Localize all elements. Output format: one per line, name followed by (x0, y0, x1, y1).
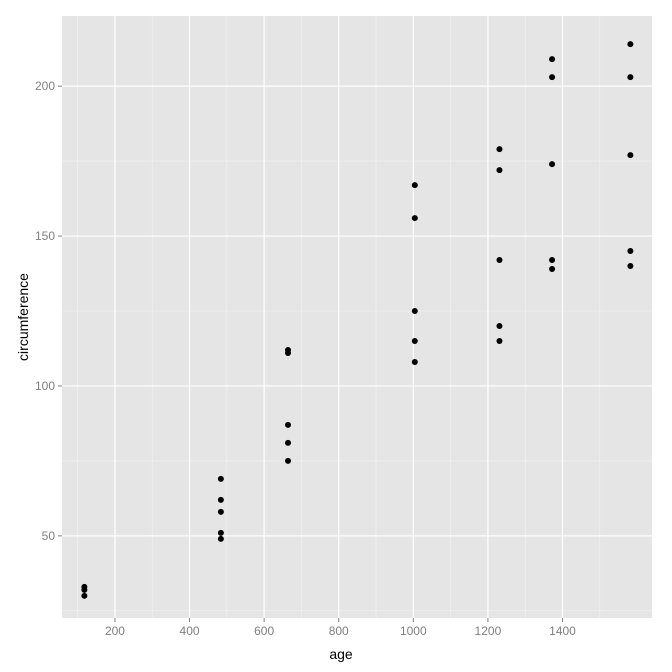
data-point (285, 346, 292, 353)
data-point (411, 182, 418, 189)
y-axis-title: circumference (15, 273, 31, 361)
data-point (217, 508, 224, 515)
data-point (627, 248, 634, 255)
x-axis-title: age (329, 646, 353, 662)
y-tick-label: 100 (35, 379, 55, 393)
y-axis-ticks: 50 100 150 200 (35, 79, 62, 543)
minor-gridlines (62, 16, 652, 618)
data-point (217, 529, 224, 536)
y-tick-label: 200 (35, 79, 55, 93)
data-point (411, 358, 418, 365)
data-point (549, 266, 556, 273)
data-point (81, 592, 88, 599)
data-point (627, 74, 634, 81)
data-point (496, 257, 503, 264)
data-point (285, 421, 292, 428)
data-point (411, 308, 418, 315)
y-tick-label: 50 (42, 529, 56, 543)
y-tick-label: 150 (35, 229, 55, 243)
data-point (496, 146, 503, 153)
x-tick-label: 200 (105, 624, 125, 638)
plot-panel (62, 16, 652, 618)
data-point (411, 215, 418, 222)
x-tick-label: 600 (254, 624, 274, 638)
data-point (549, 161, 556, 168)
data-point (627, 152, 634, 159)
data-point (496, 167, 503, 174)
data-point (217, 496, 224, 503)
data-point (285, 457, 292, 464)
data-point (411, 337, 418, 344)
x-tick-label: 800 (329, 624, 349, 638)
x-axis-ticks: 200 400 600 800 1000 1200 1400 (105, 618, 576, 638)
data-point (217, 475, 224, 482)
data-point (217, 535, 224, 542)
data-point (549, 257, 556, 264)
data-point (627, 263, 634, 270)
data-point (496, 322, 503, 329)
x-tick-label: 1400 (549, 624, 576, 638)
x-tick-label: 400 (180, 624, 200, 638)
data-point (549, 56, 556, 63)
x-tick-label: 1000 (400, 624, 427, 638)
major-gridlines (62, 16, 652, 618)
x-tick-label: 1200 (475, 624, 502, 638)
data-point (285, 439, 292, 446)
data-point (627, 41, 634, 48)
data-points (81, 41, 634, 599)
data-point (496, 337, 503, 344)
data-point (549, 74, 556, 81)
data-point (81, 583, 88, 590)
